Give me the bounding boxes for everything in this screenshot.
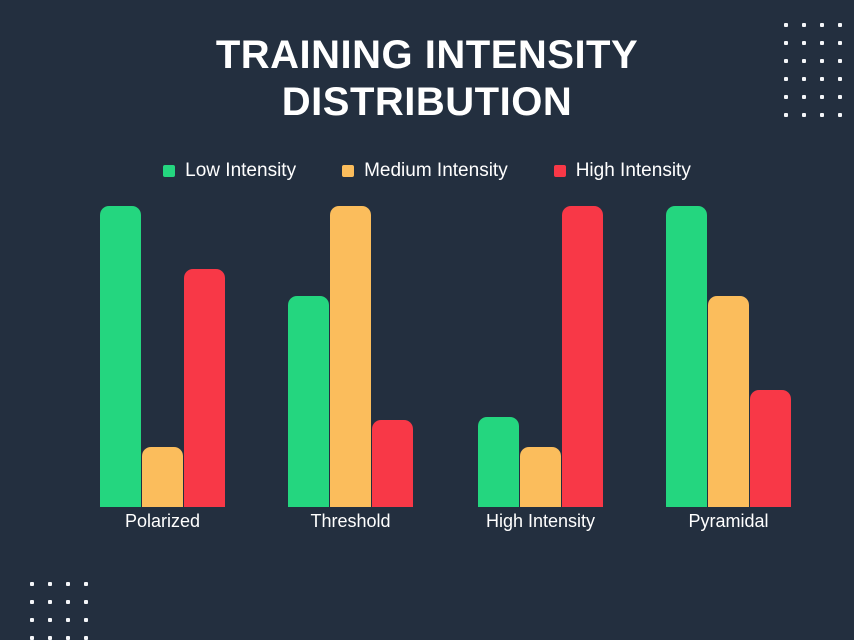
decorative-dot bbox=[820, 59, 824, 63]
legend-label: Low Intensity bbox=[185, 160, 297, 181]
decorative-dot bbox=[48, 582, 52, 586]
legend-swatch-icon bbox=[163, 165, 176, 177]
legend-item-low-intensity[interactable]: Low Intensity bbox=[163, 160, 296, 182]
decorative-dot bbox=[48, 618, 52, 622]
decorative-dot bbox=[784, 113, 788, 117]
decorative-dot bbox=[838, 113, 842, 117]
bar-group-polarized: Polarized bbox=[100, 200, 225, 531]
decorative-dot bbox=[802, 41, 806, 45]
decorative-dot bbox=[784, 23, 788, 27]
decorative-dot bbox=[66, 582, 70, 586]
decorative-dot bbox=[84, 618, 88, 622]
bar-medium-intensity[interactable] bbox=[520, 446, 561, 507]
decorative-dot bbox=[820, 113, 824, 117]
decorative-dot bbox=[784, 59, 788, 63]
bar-medium-intensity[interactable] bbox=[142, 446, 183, 507]
bar-group-threshold: Threshold bbox=[288, 200, 413, 531]
legend-item-high-intensity[interactable]: High Intensity bbox=[553, 160, 691, 182]
decorative-dot bbox=[784, 95, 788, 99]
decorative-dot bbox=[30, 636, 34, 640]
bar-group-high-intensity: High Intensity bbox=[478, 200, 603, 531]
bar-high-intensity[interactable] bbox=[750, 389, 791, 507]
decorative-dot bbox=[838, 41, 842, 45]
decorative-dot bbox=[30, 618, 34, 622]
decorative-dot bbox=[802, 77, 806, 81]
decorative-dot bbox=[66, 618, 70, 622]
decorative-dot bbox=[84, 636, 88, 640]
decorative-dot bbox=[802, 59, 806, 63]
decorative-dot bbox=[30, 582, 34, 586]
bar-group-bars bbox=[666, 206, 791, 507]
legend-swatch-icon bbox=[553, 165, 566, 177]
bar-high-intensity[interactable] bbox=[562, 206, 603, 507]
legend-label: High Intensity bbox=[575, 160, 691, 181]
decorative-dot-grid-bottom-left bbox=[23, 575, 95, 640]
decorative-dot bbox=[30, 600, 34, 604]
bar-low-intensity[interactable] bbox=[666, 206, 707, 507]
bar-low-intensity[interactable] bbox=[288, 296, 329, 507]
decorative-dot bbox=[66, 636, 70, 640]
bar-high-intensity[interactable] bbox=[184, 269, 225, 507]
legend-label: Medium Intensity bbox=[364, 160, 508, 181]
decorative-dot bbox=[820, 77, 824, 81]
bar-group-bars bbox=[478, 206, 603, 507]
decorative-dot bbox=[838, 77, 842, 81]
bar-group-bars bbox=[288, 206, 413, 507]
decorative-dot bbox=[802, 113, 806, 117]
decorative-dot bbox=[84, 600, 88, 604]
bar-group-bars bbox=[100, 206, 225, 507]
decorative-dot bbox=[820, 23, 824, 27]
chart-legend: Low Intensity Medium Intensity High Intens… bbox=[0, 160, 854, 182]
legend-swatch-icon bbox=[342, 165, 355, 177]
decorative-dot bbox=[784, 77, 788, 81]
bar-group-pyramidal: Pyramidal bbox=[666, 200, 791, 531]
decorative-dot bbox=[48, 636, 52, 640]
decorative-dot bbox=[84, 582, 88, 586]
x-axis-category-label: High Intensity bbox=[485, 511, 596, 531]
x-axis-category-label: Pyramidal bbox=[688, 511, 769, 531]
bar-medium-intensity[interactable] bbox=[330, 206, 371, 507]
decorative-dot-grid-top-right bbox=[777, 16, 849, 124]
decorative-dot bbox=[48, 600, 52, 604]
page-title: TRAINING INTENSITY DISTRIBUTION bbox=[0, 32, 854, 126]
decorative-dot bbox=[802, 95, 806, 99]
bar-medium-intensity[interactable] bbox=[708, 296, 749, 507]
bar-high-intensity[interactable] bbox=[372, 419, 413, 507]
legend-item-medium-intensity[interactable]: Medium Intensity bbox=[342, 160, 508, 182]
x-axis-category-label: Polarized bbox=[124, 511, 201, 531]
decorative-dot bbox=[838, 95, 842, 99]
bar-chart-plot-area: Polarized Threshold High Intensity Pyramida… bbox=[60, 200, 794, 545]
decorative-dot bbox=[820, 41, 824, 45]
bar-low-intensity[interactable] bbox=[100, 206, 141, 507]
page-title-line-2: DISTRIBUTION bbox=[281, 79, 573, 124]
decorative-dot bbox=[838, 23, 842, 27]
page-title-line-1: TRAINING INTENSITY bbox=[215, 33, 639, 77]
decorative-dot bbox=[784, 41, 788, 45]
decorative-dot bbox=[66, 600, 70, 604]
decorative-dot bbox=[820, 95, 824, 99]
decorative-dot bbox=[838, 59, 842, 63]
x-axis-category-label: Threshold bbox=[310, 511, 391, 531]
bar-low-intensity[interactable] bbox=[478, 416, 519, 507]
decorative-dot bbox=[802, 23, 806, 27]
